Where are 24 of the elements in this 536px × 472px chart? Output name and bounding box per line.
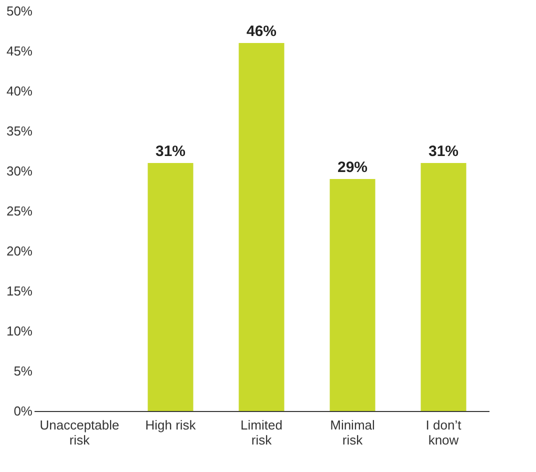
y-tick-label: 45% bbox=[6, 44, 33, 58]
y-tick-label: 10% bbox=[6, 324, 33, 338]
y-tick-label: 35% bbox=[6, 124, 33, 138]
x-tick-label: High risk bbox=[145, 418, 196, 432]
bar bbox=[420, 163, 466, 411]
y-tick-label: 20% bbox=[6, 244, 33, 258]
x-tick-label: I don’t know bbox=[426, 418, 462, 448]
x-tick-label: Minimal risk bbox=[330, 418, 375, 448]
bar bbox=[330, 179, 376, 411]
y-tick-label: 0% bbox=[14, 404, 33, 418]
bar bbox=[238, 43, 284, 411]
bar bbox=[148, 163, 194, 411]
x-tick-label: Unacceptable risk bbox=[40, 418, 120, 448]
y-tick-label: 40% bbox=[6, 84, 33, 98]
data-label: 31% bbox=[428, 143, 459, 160]
y-tick-label: 15% bbox=[6, 284, 33, 298]
data-label: 31% bbox=[155, 143, 186, 160]
y-tick-label: 25% bbox=[6, 204, 33, 218]
x-tick-label: Limited risk bbox=[240, 418, 282, 448]
data-label: 29% bbox=[337, 159, 368, 176]
y-tick-label: 5% bbox=[14, 364, 33, 378]
y-tick-label: 50% bbox=[6, 4, 33, 18]
y-tick-label: 30% bbox=[6, 164, 33, 178]
data-label: 46% bbox=[246, 23, 277, 40]
